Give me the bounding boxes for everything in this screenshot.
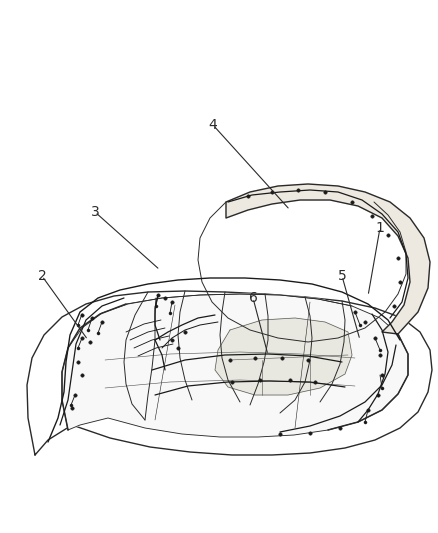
Text: 5: 5 (338, 269, 346, 283)
Text: 1: 1 (375, 221, 385, 235)
Text: 6: 6 (248, 291, 258, 305)
Polygon shape (215, 318, 352, 395)
Text: 4: 4 (208, 118, 217, 132)
Polygon shape (226, 184, 430, 334)
Polygon shape (27, 291, 432, 455)
Text: 3: 3 (91, 205, 99, 219)
Polygon shape (62, 294, 408, 437)
Text: 2: 2 (38, 269, 46, 283)
